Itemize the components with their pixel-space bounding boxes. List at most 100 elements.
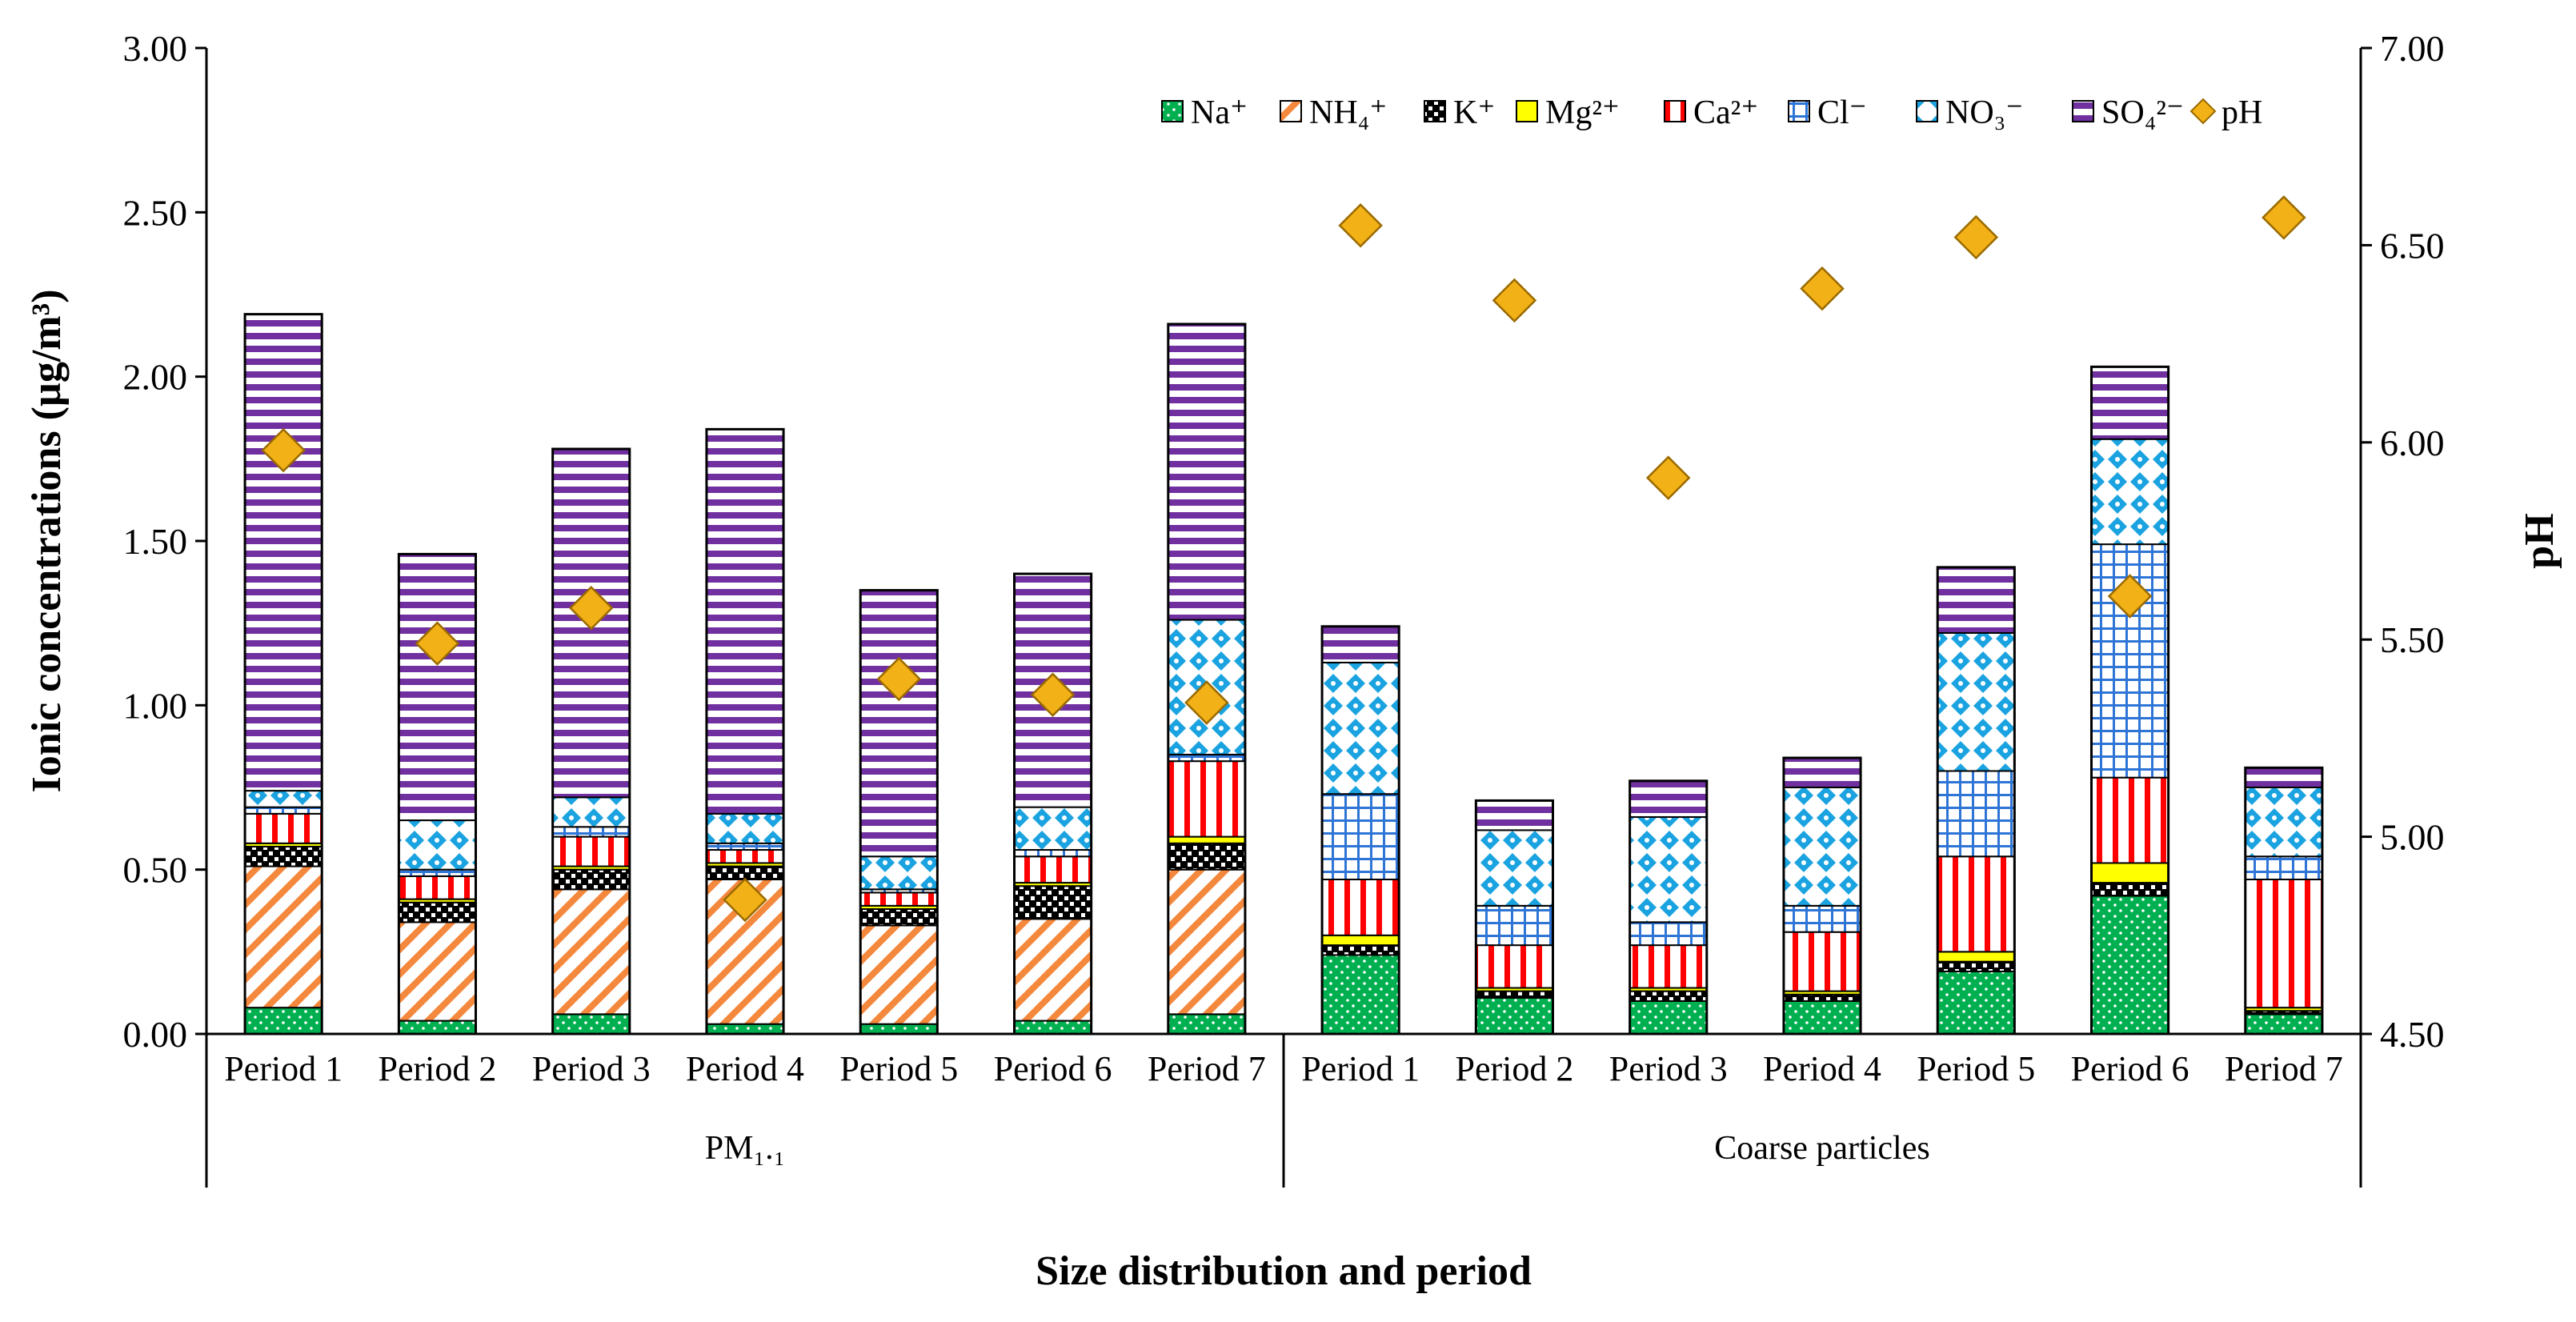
ph-point (723, 877, 767, 923)
bar-segment-grid (1629, 921, 1708, 947)
bar-segment-dots (551, 1013, 631, 1035)
category-label: Period 1 (1301, 1049, 1420, 1088)
group-label: Coarse particles (1714, 1130, 1929, 1167)
category-label: Period 6 (994, 1049, 1112, 1088)
ph-point (1953, 214, 1999, 260)
y-tick-label: 0.00 (123, 1014, 188, 1055)
legend-label: SO₄²⁻ (2101, 94, 2184, 131)
y2-tick-label: 4.50 (2380, 1014, 2445, 1055)
legend-label: NH₄⁺ (1309, 94, 1387, 131)
bar-segment-vert (1629, 944, 1708, 989)
category-label: Period 6 (2071, 1049, 2189, 1088)
bar-segment-vert (1321, 878, 1400, 936)
category-label: Period 5 (839, 1049, 958, 1088)
bar-segment-horiz (1782, 757, 1862, 788)
bar-segment-dots (1782, 1000, 1862, 1036)
ph-point (415, 621, 460, 666)
bar-segment-vert (705, 849, 785, 864)
legend-swatch (1664, 100, 1686, 122)
bar-segment-horiz (244, 313, 323, 792)
legend-label: Mg²⁺ (1545, 94, 1620, 131)
bar-segment-dots (1167, 1013, 1246, 1035)
bar-segment-horiz (2244, 767, 2323, 788)
bar-segment-vert (1013, 855, 1092, 884)
ph-point (876, 656, 922, 702)
bar-segment-checker (2090, 882, 2169, 897)
legend: Na⁺ NH₄⁺ K⁺ Mg²⁺ Ca²⁺ Cl⁻ NO₃⁻ SO₄²⁻ pH (1161, 94, 2262, 131)
bar-segment-checker (1782, 993, 1862, 1002)
bar-outline (1320, 625, 1400, 1036)
category-labels: Period 1 Period 2 Period 3 Period 4 Period 5… (224, 1049, 2343, 1088)
bar-segment-vert (244, 812, 323, 844)
bar-outline (243, 313, 323, 1036)
bar-outline (1013, 572, 1093, 1036)
category-label: Period 7 (2225, 1049, 2343, 1088)
x-axis-title: Size distribution and period (1036, 1248, 1532, 1294)
y2-tick-label: 6.50 (2380, 225, 2445, 266)
legend-swatch (1916, 100, 1938, 122)
bar-segment-vert (1782, 931, 1862, 992)
bar-segment-dots (1937, 970, 2016, 1036)
bar-segment-checker (1475, 990, 1554, 999)
bar-segment-grid (398, 868, 477, 877)
bar-segment-dots (1321, 954, 1400, 1035)
bar-segment-checker (1321, 944, 1400, 956)
bar-segment-diamond (244, 790, 323, 808)
bar-segment-horiz (1475, 799, 1554, 831)
bar-segment-vert (2090, 776, 2169, 864)
bar-segment-horiz (1937, 566, 2016, 634)
bar-segment-diamond (2090, 438, 2169, 546)
category-label: Period 2 (378, 1049, 496, 1088)
y2-tick-label: 6.00 (2380, 423, 2445, 463)
bar-segment-horiz (1321, 625, 1400, 663)
legend-swatch (2072, 100, 2094, 122)
legend-swatch (1516, 100, 1538, 122)
y-axis-title: Ionic concentrations (µg/m³) (24, 289, 70, 792)
bar-outline (1782, 756, 1862, 1036)
bar-segment-grid (705, 842, 785, 851)
bar-segment-checker (1013, 885, 1092, 920)
bar-segment-diamond (551, 796, 631, 828)
bar-segment-checker (1629, 990, 1708, 1002)
bar-segment-checker (551, 868, 631, 891)
y2-tick-label: 5.50 (2380, 619, 2445, 660)
category-label: Period 4 (1763, 1049, 1881, 1088)
bar-segment-dots (705, 1023, 785, 1036)
bars (243, 313, 2324, 1036)
legend-swatch (1424, 100, 1446, 122)
bar-segment-diamond (398, 819, 477, 871)
bar-segment-diag (244, 865, 323, 1009)
group-label: PM₁.₁ (705, 1130, 786, 1167)
bar-segment-dots (1013, 1020, 1092, 1036)
bar-segment-dots (1629, 1000, 1708, 1036)
bar-segment-dots (2090, 895, 2169, 1036)
legend-label: Cl⁻ (1817, 94, 1867, 131)
bar-segment-checker (859, 907, 939, 927)
bar-segment-dots (1475, 996, 1554, 1035)
bar-segment-diamond (1782, 787, 1862, 907)
bar-segment-diag (398, 921, 477, 1022)
category-label: Period 7 (1148, 1049, 1266, 1088)
bar-segment-dots (2244, 1013, 2323, 1035)
ph-point (1184, 680, 1229, 725)
bar-segment-vert (859, 891, 939, 907)
bar-segment-grid (244, 806, 323, 815)
bar-segment-diamond (859, 855, 939, 891)
legend-swatch (1280, 100, 1302, 122)
bar-segment-solid (1167, 835, 1246, 844)
y2-axis-title: pH (2517, 513, 2562, 568)
bar-segment-vert (398, 875, 477, 900)
y2-tick-label: 5.00 (2380, 817, 2445, 858)
bar-segment-checker (398, 901, 477, 923)
category-label: Period 3 (532, 1049, 651, 1088)
bar-segment-diag (1013, 918, 1092, 1022)
bar-segment-checker (1167, 842, 1246, 871)
ph-point (1800, 266, 1845, 311)
bar-segment-solid (1937, 951, 2016, 963)
legend-label: Ca²⁺ (1693, 94, 1758, 131)
bar-segment-grid (1321, 793, 1400, 880)
bar-outline (1167, 322, 1247, 1036)
ph-point (2262, 195, 2306, 240)
bar-segment-diamond (1937, 631, 2016, 772)
bar-segment-grid (1937, 770, 2016, 858)
